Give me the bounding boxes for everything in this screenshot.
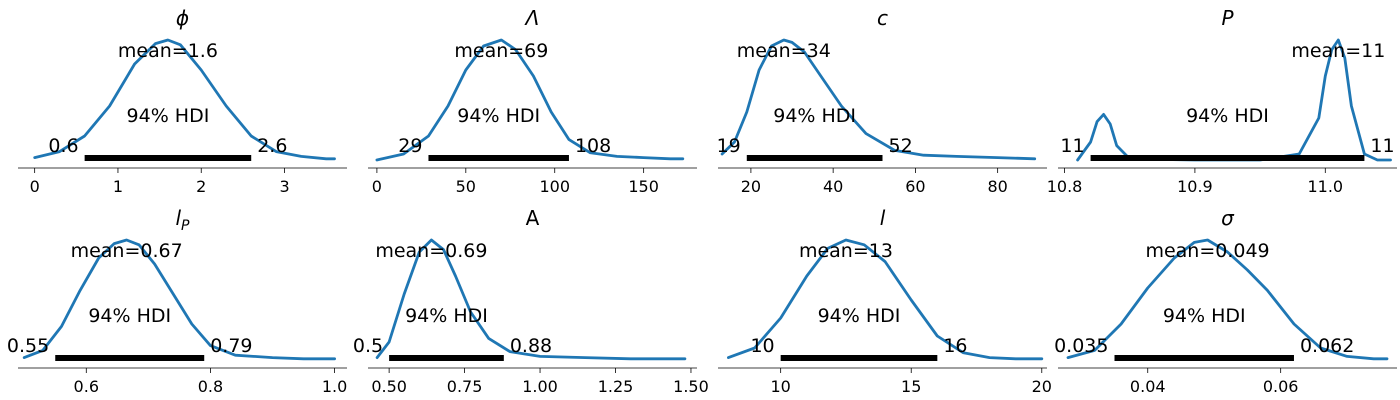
hdi-upper-label: 0.79 (210, 335, 252, 357)
hdi-text: 94% HDI (773, 105, 856, 127)
x-tick-label: 100 (539, 177, 570, 196)
x-tick-label: 0.50 (371, 377, 407, 396)
panel-5: lP 0.6 0.8 1.0 0.55 0.79 94% HDI mean=0.67 (7, 206, 347, 396)
mean-label: mean=34 (737, 40, 831, 62)
density-curve (375, 238, 687, 361)
x-tick-label: 2 (196, 177, 206, 196)
hdi-upper-label: 0.062 (1300, 335, 1354, 357)
x-tick-label: 10.8 (1047, 177, 1083, 196)
panel-title: l (880, 206, 886, 230)
panel-1: ϕ 0 1 2 3 0.6 2.6 94% HDI mean=1.6 (18, 6, 347, 196)
panel-4: P 10.8 10.9 11.0 11 11 94% HDI mean=11 (1047, 6, 1397, 196)
density-curve (1066, 238, 1389, 361)
hdi-lower-label: 0.55 (7, 335, 49, 357)
hdi-upper-label: 0.88 (510, 335, 552, 357)
mean-label: mean=13 (799, 240, 893, 262)
x-tick-label: 10.9 (1177, 177, 1213, 196)
x-tick-label: 0.8 (198, 377, 223, 396)
panel-title: A (526, 206, 540, 230)
x-tick-label: 10 (770, 377, 790, 396)
hdi-text: 94% HDI (127, 105, 210, 127)
x-tick-label: 3 (279, 177, 289, 196)
hdi-lower-label: 10 (750, 335, 774, 357)
mean-label: mean=1.6 (118, 40, 218, 62)
mean-label: mean=0.049 (1145, 240, 1269, 262)
panel-title: σ (1221, 206, 1235, 230)
hdi-text: 94% HDI (405, 305, 488, 327)
x-tick-label: 1.00 (522, 377, 558, 396)
mean-label: mean=0.69 (375, 240, 487, 262)
x-tick-label: 80 (987, 177, 1007, 196)
hdi-upper-label: 108 (575, 135, 611, 157)
x-tick-label: 60 (905, 177, 925, 196)
panel-8: σ 0.04 0.06 0.035 0.062 94% HDI mean=0.049 (1054, 206, 1397, 396)
hdi-text: 94% HDI (818, 305, 901, 327)
hdi-text: 94% HDI (88, 305, 171, 327)
hdi-text: 94% HDI (1186, 105, 1269, 127)
hdi-lower-label: 29 (398, 135, 422, 157)
x-tick-label: 20 (741, 177, 761, 196)
x-tick-label: 1.50 (673, 377, 709, 396)
panel-7: l 10 15 20 10 16 94% HDI mean=13 (718, 206, 1052, 396)
panel-title: lP (175, 206, 190, 234)
x-tick-label: 1 (113, 177, 123, 196)
density-curve (33, 38, 336, 161)
x-tick-label: 50 (456, 177, 476, 196)
density-curve (1076, 38, 1392, 162)
hdi-upper-label: 52 (889, 135, 913, 157)
hdi-upper-label: 11 (1370, 135, 1394, 157)
panel-title: ϕ (176, 6, 189, 30)
density-curve (375, 38, 685, 162)
x-tick-label: 0.75 (447, 377, 483, 396)
panel-title: Λ (524, 6, 540, 30)
x-tick-label: 0.04 (1130, 377, 1166, 396)
mean-label: mean=11 (1291, 40, 1385, 62)
hdi-lower-label: 0.035 (1054, 335, 1108, 357)
density-curve (22, 238, 337, 361)
x-tick-label: 1.25 (598, 377, 634, 396)
x-tick-label: 20 (1032, 377, 1052, 396)
x-tick-label: 0.6 (74, 377, 99, 396)
hdi-text: 94% HDI (457, 105, 540, 127)
x-tick-label: 150 (628, 177, 659, 196)
panel-6: A 0.50 0.75 1.00 1.25 1.50 0.5 0.88 94% HDI mean=… (353, 206, 709, 396)
x-tick-label: 0 (372, 177, 382, 196)
x-tick-label: 15 (901, 377, 921, 396)
x-tick-label: 1.0 (322, 377, 347, 396)
density-curve (727, 238, 1044, 361)
density-curve (720, 38, 1037, 161)
hdi-upper-label: 16 (943, 335, 967, 357)
hdi-lower-label: 0.6 (48, 135, 78, 157)
panel-2: Λ 0 50 100 150 29 108 94% HDI mean=69 (368, 6, 697, 196)
hdi-lower-label: 0.5 (353, 335, 383, 357)
panel-title: c (877, 6, 888, 30)
panel-title: P (1221, 6, 1234, 30)
panel-3: c 20 40 60 80 19 52 94% HDI mean=34 (717, 6, 1047, 196)
mean-label: mean=69 (454, 40, 548, 62)
hdi-lower-label: 19 (717, 135, 741, 157)
x-tick-label: 0.06 (1263, 377, 1299, 396)
hdi-text: 94% HDI (1163, 305, 1246, 327)
hdi-upper-label: 2.6 (257, 135, 287, 157)
hdi-lower-label: 11 (1060, 135, 1084, 157)
x-tick-label: 0 (30, 177, 40, 196)
mean-label: mean=0.67 (71, 240, 183, 262)
x-tick-label: 40 (823, 177, 843, 196)
x-tick-label: 11.0 (1307, 177, 1343, 196)
